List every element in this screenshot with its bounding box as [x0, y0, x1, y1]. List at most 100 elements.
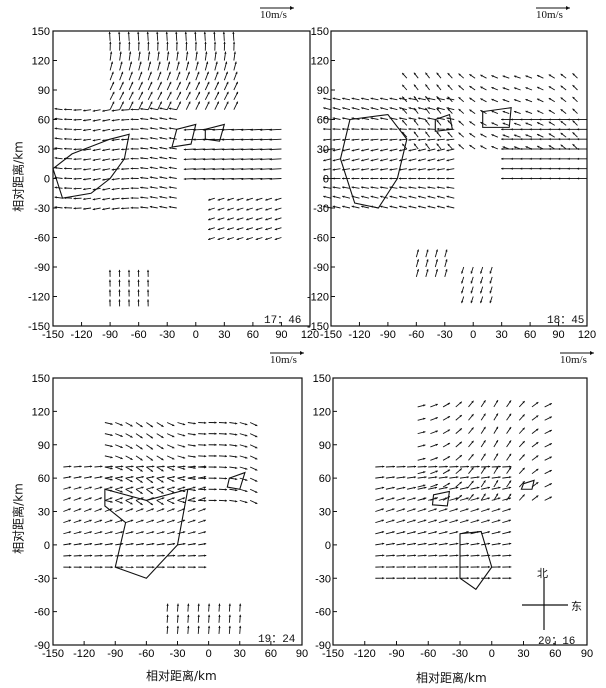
wind-vector-head — [577, 147, 580, 151]
x-tick-label: -120 — [71, 329, 93, 341]
wind-vector-head — [269, 158, 272, 161]
wind-vector-head — [458, 73, 461, 76]
wind-vector-head — [522, 401, 525, 404]
wind-vector-head — [342, 195, 345, 198]
echo-contour — [459, 530, 493, 591]
wind-vector-head — [508, 453, 512, 457]
x-tick-label: 60 — [549, 648, 561, 660]
wind-vector-head — [127, 31, 130, 35]
wind-vector-head — [171, 490, 175, 493]
wind-vector-head — [141, 475, 144, 479]
wind-vector-head — [92, 148, 96, 152]
wind-vector-head — [466, 577, 469, 580]
wind-vector-head — [171, 423, 175, 427]
wind-vector-head — [54, 137, 57, 140]
wind-vector-head — [227, 218, 230, 221]
wind-vector-head — [193, 542, 196, 546]
wind-vector-head — [102, 119, 105, 122]
wind-vector-head — [567, 128, 570, 131]
wind-vector-head — [403, 565, 406, 569]
wind-vector-head — [234, 61, 237, 64]
wind-vector-head — [461, 300, 464, 304]
wind-vector-head — [187, 71, 190, 75]
wind-vector-head — [259, 168, 263, 171]
wind-vector-head — [193, 566, 196, 569]
wind-vector-head — [110, 519, 113, 522]
wind-vector-head — [204, 41, 207, 44]
wind-vector-head — [148, 51, 151, 54]
wind-vector-head — [417, 117, 421, 120]
wind-vector-head — [151, 508, 154, 511]
echo-contour — [171, 123, 197, 148]
wind-vector-head — [380, 149, 383, 152]
wind-vector-head — [514, 87, 517, 90]
wind-vector-head — [235, 455, 238, 458]
wind-vector-head — [204, 499, 207, 502]
wind-vector-head — [197, 625, 200, 629]
wind-vector-head — [118, 289, 121, 292]
wind-vector-head — [456, 554, 459, 557]
wind-vector-head — [508, 400, 512, 403]
wind-vector-head — [166, 603, 169, 606]
wind-vector-head — [413, 96, 417, 99]
wind-vector-head — [436, 96, 439, 99]
wind-vector-head — [92, 129, 96, 132]
echo-contour — [434, 113, 454, 132]
wind-vector-head — [558, 157, 561, 160]
wind-vector-head — [459, 428, 462, 431]
wind-vector-head — [480, 281, 483, 284]
wind-vector-head — [381, 531, 385, 534]
wind-vector-head — [79, 566, 82, 569]
wind-vector-head — [508, 413, 512, 417]
wind-vector-head — [214, 499, 217, 502]
wind-vector-head — [434, 542, 438, 545]
y-tick-label: 60 — [319, 473, 331, 485]
wind-vector-head — [425, 72, 428, 75]
wind-vector-head — [510, 147, 513, 151]
wind-vector-head — [537, 134, 540, 137]
wind-vector-head — [73, 197, 76, 200]
wind-vector-head — [447, 143, 450, 147]
wind-vector-head — [235, 91, 239, 95]
wind-vector-head — [398, 127, 402, 131]
wind-vector-head — [140, 101, 143, 104]
wind-vector-head — [514, 110, 517, 114]
x-tick-label: -90 — [389, 648, 405, 660]
echo-contour — [52, 133, 130, 199]
wind-vector-head — [120, 508, 123, 511]
wind-vector-head — [525, 98, 528, 102]
wind-vector-head — [408, 186, 411, 189]
wind-vector-head — [176, 625, 180, 629]
wind-vector-head — [392, 554, 395, 557]
wind-vector-head — [168, 137, 172, 140]
wind-vector-head — [446, 168, 449, 171]
wind-vector-head — [435, 249, 438, 252]
wind-vector-head — [535, 468, 539, 472]
wind-vector-head — [379, 186, 383, 189]
wind-vector-head — [529, 138, 532, 141]
wind-vector-head — [172, 475, 175, 479]
wind-vector-head — [149, 186, 153, 189]
wind-vector-head — [525, 87, 528, 90]
wind-vector-head — [120, 479, 123, 482]
wind-vector-head — [520, 147, 523, 151]
wind-vector-head — [207, 625, 211, 629]
wind-vector-head — [130, 118, 133, 121]
x-tick-label: -120 — [73, 648, 95, 660]
wind-vector-head — [159, 186, 162, 189]
wind-vector-head — [498, 497, 501, 500]
y-tick-label: 30 — [38, 507, 50, 519]
wind-vector-head — [408, 138, 411, 141]
wind-vector-head — [202, 148, 205, 151]
wind-vector-head — [549, 403, 552, 406]
y-tick-label: 0 — [323, 174, 329, 186]
wind-vector-head — [54, 196, 57, 199]
wind-vector-head — [172, 519, 175, 522]
wind-vector-head — [403, 554, 406, 557]
wind-vector-head — [149, 156, 153, 159]
wind-vector-head — [89, 554, 93, 557]
wind-vector-head — [417, 177, 420, 180]
y-tick-label: -30 — [34, 573, 50, 585]
wind-vector-head — [207, 91, 210, 95]
wind-vector-head — [380, 97, 383, 100]
